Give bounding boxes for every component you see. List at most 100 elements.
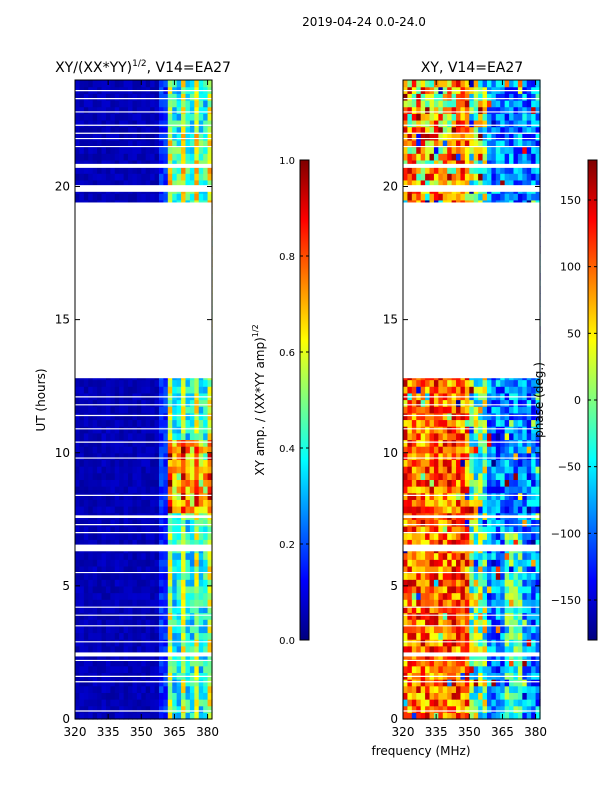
heatmap-cell (416, 466, 421, 473)
heatmap-cell (110, 400, 115, 407)
heatmap-cell (155, 559, 160, 566)
heatmap-cell (500, 573, 505, 580)
heatmap-cell (141, 692, 146, 699)
heatmap-cell (88, 466, 93, 473)
heatmap-cell (137, 439, 142, 446)
heatmap-cell (203, 473, 208, 480)
heatmap-cell (110, 533, 115, 540)
heatmap-cell (102, 553, 107, 560)
heatmap-cell (150, 666, 155, 673)
heatmap-cell (93, 133, 98, 140)
heatmap-cell (416, 639, 421, 646)
heatmap-cell (465, 439, 470, 446)
heatmap-cell (141, 147, 146, 154)
heatmap-cell (190, 453, 195, 460)
heatmap-cell (474, 639, 479, 646)
heatmap-cell (469, 466, 474, 473)
heatmap-cell (434, 473, 439, 480)
heatmap-cell (106, 120, 111, 127)
heatmap-cell (128, 599, 133, 606)
heatmap-cell (452, 699, 457, 706)
heatmap-cell (443, 493, 448, 500)
heatmap-cell (483, 473, 488, 480)
heatmap-cell (163, 193, 168, 200)
heatmap-cell (119, 586, 124, 593)
heatmap-cell (132, 473, 137, 480)
heatmap-cell (110, 493, 115, 500)
heatmap-cell (452, 626, 457, 633)
heatmap-cell (430, 593, 435, 600)
heatmap-cell (88, 533, 93, 540)
heatmap-cell (425, 679, 430, 686)
heatmap-cell (434, 506, 439, 513)
heatmap-cell (84, 466, 89, 473)
heatmap-cell (460, 426, 465, 433)
heatmap-cell (177, 486, 182, 493)
heatmap-cell (84, 107, 89, 114)
heatmap-cell (190, 533, 195, 540)
heatmap-cell (465, 386, 470, 393)
heatmap-cell (434, 666, 439, 673)
heatmap-cell (124, 426, 129, 433)
heatmap-cell (407, 679, 412, 686)
heatmap-cell (79, 699, 84, 706)
heatmap-cell (518, 453, 523, 460)
heatmap-cell (443, 506, 448, 513)
heatmap-cell (155, 692, 160, 699)
heatmap-cell (496, 559, 501, 566)
heatmap-cell (110, 459, 115, 466)
heatmap-cell (159, 686, 164, 693)
heatmap-cell (425, 493, 430, 500)
heatmap-cell (487, 632, 492, 639)
heatmap-cell (168, 639, 173, 646)
heatmap-cell (146, 599, 151, 606)
heatmap-cell (124, 466, 129, 473)
heatmap-cell (496, 506, 501, 513)
heatmap-cell (425, 626, 430, 633)
heatmap-cell (159, 380, 164, 387)
heatmap-cell (522, 446, 527, 453)
heatmap-cell (172, 433, 177, 440)
heatmap-cell (150, 639, 155, 646)
heatmap-cell (522, 453, 527, 460)
heatmap-cell (93, 380, 98, 387)
heatmap-cell (465, 613, 470, 620)
heatmap-cell (146, 100, 151, 107)
heatmap-cell (93, 506, 98, 513)
heatmap-cell (141, 473, 146, 480)
heatmap-cell (478, 706, 483, 713)
heatmap-cell (465, 459, 470, 466)
heatmap-cell (132, 380, 137, 387)
heatmap-cell (106, 380, 111, 387)
heatmap-cell (185, 632, 190, 639)
heatmap-cell (132, 679, 137, 686)
heatmap-cell (124, 433, 129, 440)
heatmap-cell (185, 433, 190, 440)
heatmap-cell (199, 573, 204, 580)
heatmap-cell (146, 579, 151, 586)
heatmap-cell (531, 632, 536, 639)
heatmap-cell (478, 439, 483, 446)
heatmap-cell (88, 80, 93, 87)
heatmap-cell (168, 699, 173, 706)
heatmap-cell (168, 439, 173, 446)
heatmap-cell (527, 426, 532, 433)
heatmap-cell (97, 386, 102, 393)
heatmap-cell (203, 586, 208, 593)
heatmap-cell (97, 692, 102, 699)
heatmap-cell (491, 626, 496, 633)
heatmap-cell (181, 579, 186, 586)
heatmap-cell (146, 573, 151, 580)
heatmap-cell (132, 426, 137, 433)
heatmap-cell (518, 413, 523, 420)
heatmap-cell (163, 120, 168, 127)
heatmap-cell (110, 599, 115, 606)
heatmap-cell (190, 506, 195, 513)
heatmap-cell (491, 419, 496, 426)
heatmap-cell (141, 486, 146, 493)
heatmap-cell (97, 666, 102, 673)
heatmap-cell (403, 506, 408, 513)
heatmap-cell (443, 626, 448, 633)
heatmap-cell (421, 439, 426, 446)
heatmap-cell (478, 666, 483, 673)
